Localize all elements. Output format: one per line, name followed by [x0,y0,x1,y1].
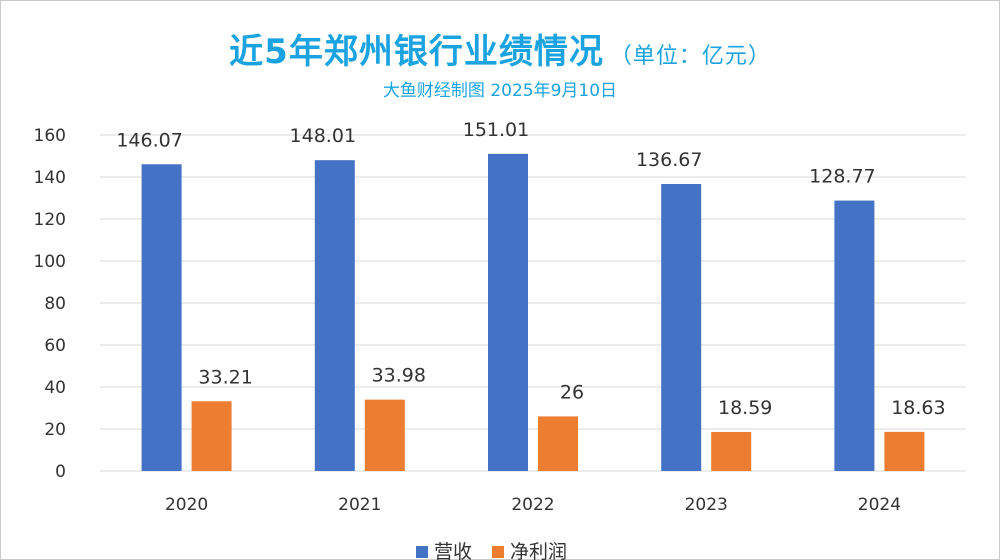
gridlines [100,134,966,472]
data-label: 18.63 [891,397,945,419]
data-label: 151.01 [463,119,529,141]
y-axis: 0 20 40 60 80 100 120 140 160 [34,126,66,482]
data-label: 136.67 [636,149,702,171]
data-label: 18.59 [718,397,772,419]
bar-revenue [314,160,355,471]
x-axis: 2020 2021 2022 2023 2024 [165,495,901,515]
data-label: 26 [560,381,584,403]
data-label: 148.01 [290,125,356,147]
data-label: 33.21 [198,366,252,388]
data-label: 33.98 [372,365,426,387]
bar-net-profit [538,416,578,471]
y-tick-label: 140 [34,168,66,188]
y-tick-label: 120 [34,210,66,230]
chart-subtitle: 大鱼财经制图 2025年9月10日 [382,81,618,101]
legend-swatch [492,546,504,558]
y-tick-label: 0 [55,462,66,482]
legend: 营收 净利润 [416,541,567,560]
bar-revenue [661,183,702,472]
x-tick-label: 2021 [338,495,381,515]
chart-title-unit: （单位：亿元） [609,44,771,69]
y-tick-label: 40 [44,378,66,398]
x-tick-label: 2024 [858,495,901,515]
data-label: 146.07 [116,129,182,151]
y-tick-label: 100 [34,252,66,272]
bar-net-profit [191,401,232,471]
bar-revenue [834,200,875,471]
x-tick-label: 2022 [511,495,554,515]
bars [141,153,925,472]
x-tick-label: 2020 [165,495,208,515]
y-tick-label: 20 [44,420,66,440]
x-tick-label: 2023 [685,495,728,515]
bar-net-profit [884,431,925,471]
bar-revenue [141,164,182,472]
chart-title-main: 近5年郑州银行业绩情况 [229,32,604,72]
data-labels: 146.07 33.21 148.01 33.98 151.01 26 136.67 18.5… [116,119,945,419]
bar-revenue [488,153,528,471]
bar-net-profit [364,399,405,471]
legend-swatch [416,546,428,558]
chart-title: 近5年郑州银行业绩情况 （单位：亿元） [0,24,1000,73]
y-tick-label: 60 [44,336,66,356]
legend-label: 营收 [434,541,472,560]
bar-net-profit [711,431,752,471]
y-tick-label: 160 [34,126,66,146]
y-tick-label: 80 [44,294,66,314]
data-label: 128.77 [809,166,875,188]
legend-label: 净利润 [510,541,567,560]
